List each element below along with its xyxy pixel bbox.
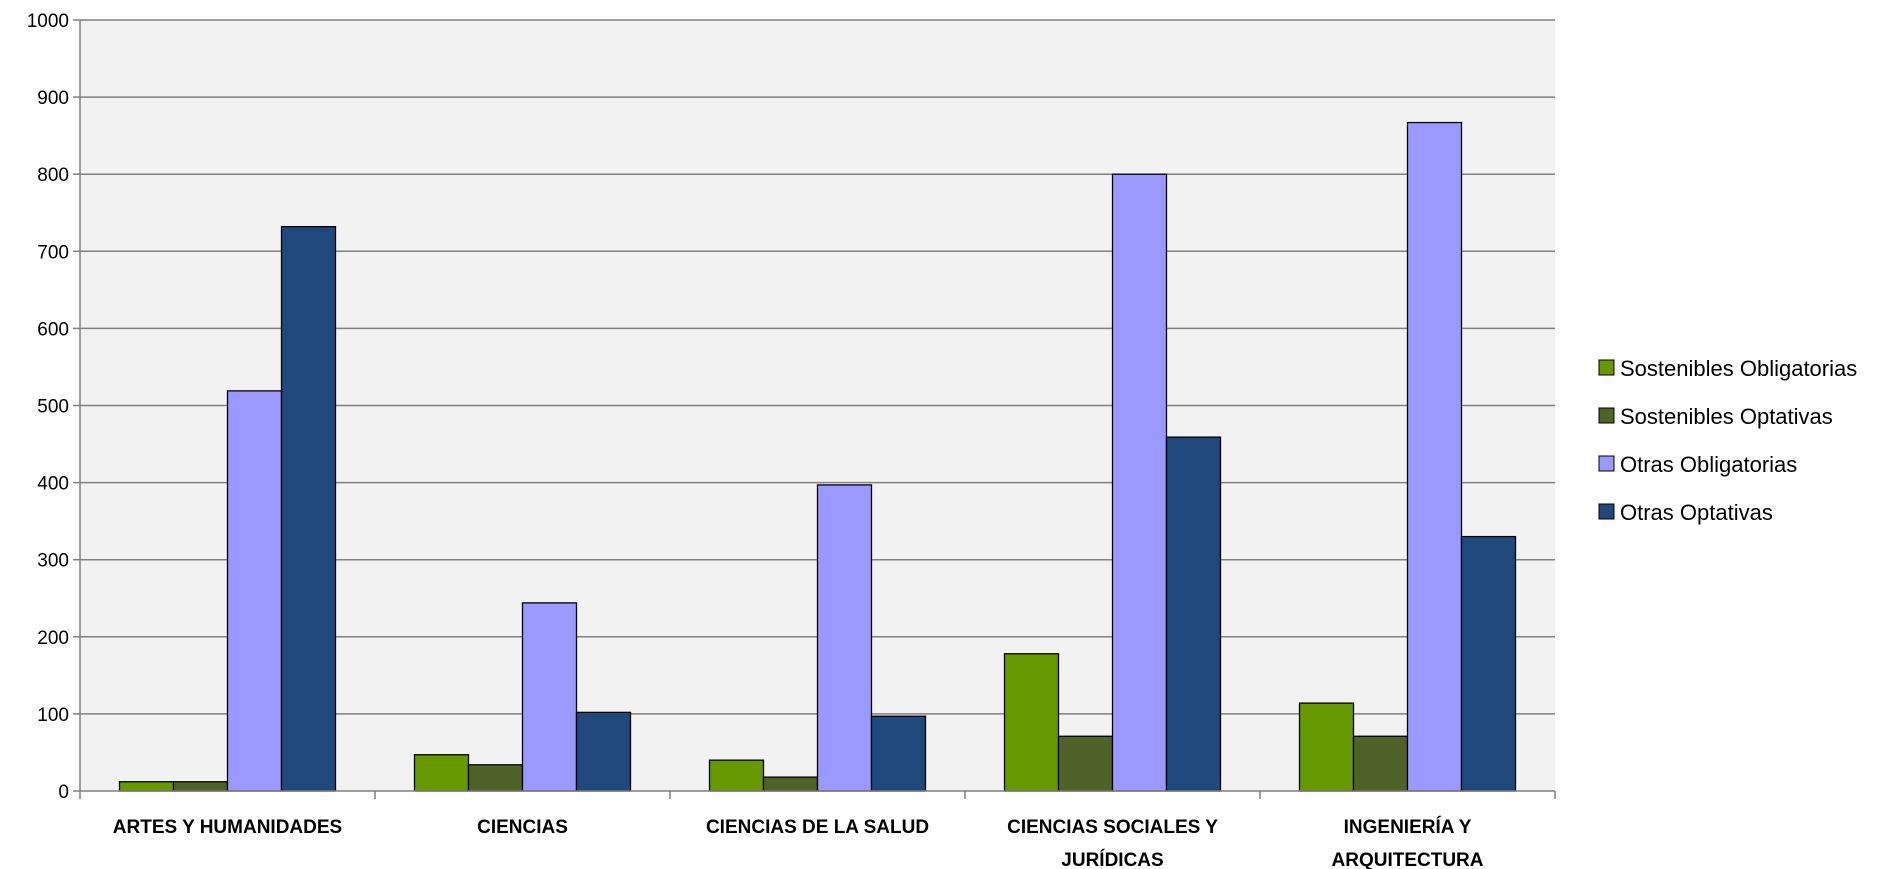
bar xyxy=(870,715,927,792)
bar xyxy=(1298,702,1355,792)
bar xyxy=(1406,121,1463,792)
bar xyxy=(1352,735,1409,792)
x-tick-label: INGENIERÍA Y ARQUITECTURA xyxy=(1332,816,1484,869)
bar xyxy=(708,759,765,792)
y-tick-label: 600 xyxy=(37,319,69,340)
y-tick-label: 500 xyxy=(37,397,69,418)
y-tick-label: 1000 xyxy=(27,11,69,32)
legend-label: Sostenibles Optativas xyxy=(1620,404,1833,429)
y-tick-label: 200 xyxy=(37,628,69,649)
bar xyxy=(467,764,524,792)
bar xyxy=(413,754,470,792)
bar xyxy=(1057,735,1114,792)
y-tick-label: 300 xyxy=(37,551,69,572)
y-axis: 0 100 200 300 400 500 600 700 800 900 1000 xyxy=(27,11,81,803)
y-tick-label: 100 xyxy=(37,705,69,726)
y-tick-label: 400 xyxy=(37,474,69,495)
bar xyxy=(575,711,632,792)
x-tick-label: CIENCIAS SOCIALES Y JURÍDICAS xyxy=(1007,817,1218,869)
bar xyxy=(118,781,175,792)
bar xyxy=(1111,173,1168,792)
legend-swatch xyxy=(1598,359,1615,376)
y-tick-label: 800 xyxy=(37,165,69,186)
bar xyxy=(762,776,819,792)
legend-swatch xyxy=(1598,455,1615,472)
y-tick-label: 900 xyxy=(37,88,69,109)
bar xyxy=(1460,535,1517,792)
legend-label: Otras Optativas xyxy=(1620,500,1773,525)
bar xyxy=(280,225,337,792)
legend-swatch xyxy=(1598,503,1615,520)
legend: Sostenibles Obligatorias Sostenibles Opta… xyxy=(1598,356,1857,525)
bar xyxy=(226,390,283,792)
bar xyxy=(1165,436,1222,792)
y-tick-label: 700 xyxy=(37,242,69,263)
x-tick-label: CIENCIAS xyxy=(477,817,568,838)
bar xyxy=(816,484,873,792)
bar xyxy=(1003,653,1060,792)
bar xyxy=(172,781,229,792)
legend-swatch xyxy=(1598,407,1615,424)
x-axis: ARTES Y HUMANIDADES CIENCIAS CIENCIAS DE L… xyxy=(79,790,1556,869)
x-tick-label: ARTES Y HUMANIDADES xyxy=(113,817,342,838)
legend-label: Otras Obligatorias xyxy=(1620,452,1797,477)
y-tick-label: 0 xyxy=(58,782,69,803)
bar xyxy=(521,602,578,792)
x-tick-label: CIENCIAS DE LA SALUD xyxy=(706,817,929,838)
legend-label: Sostenibles Obligatorias xyxy=(1620,356,1857,381)
